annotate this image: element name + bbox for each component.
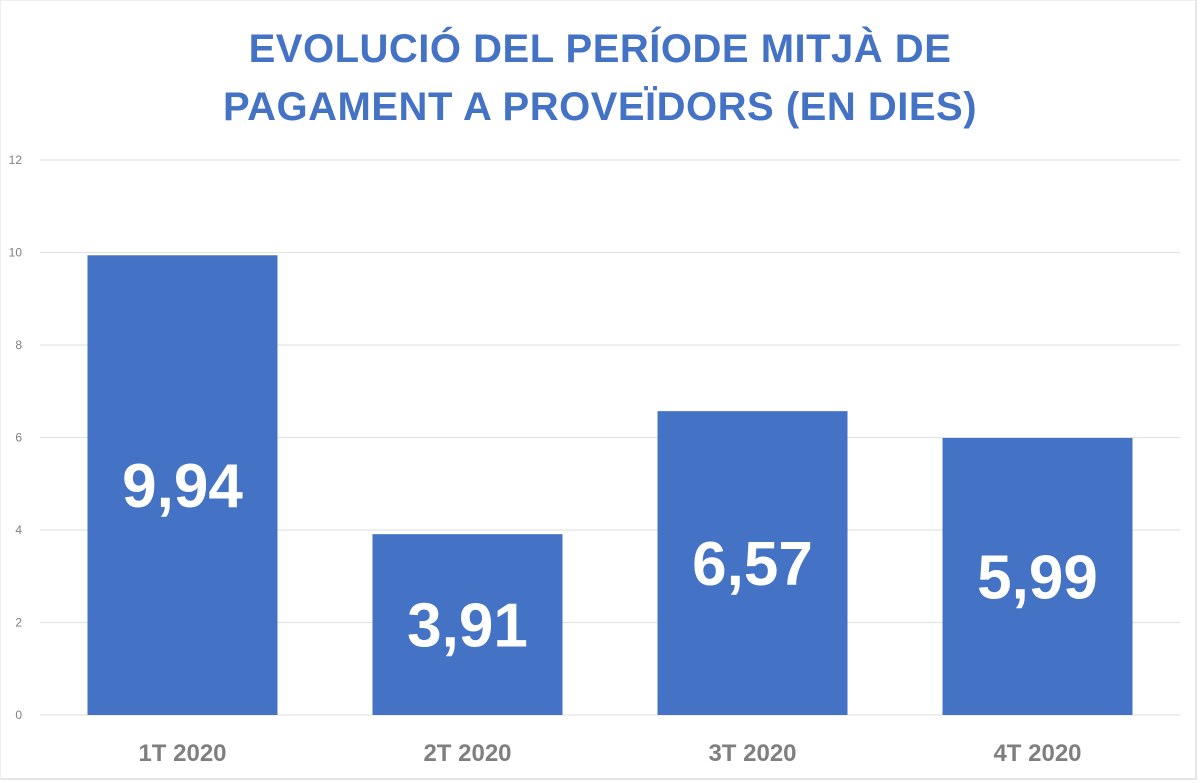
data-label: 6,57 xyxy=(692,530,813,599)
data-label: 3,91 xyxy=(407,592,528,661)
data-label: 9,94 xyxy=(122,452,243,521)
y-tick-label: 4 xyxy=(15,523,22,537)
x-tick-label: 2T 2020 xyxy=(423,740,511,767)
x-axis-ticks: 1T 2020 2T 2020 3T 2020 4T 2020 xyxy=(138,740,1081,767)
bars xyxy=(88,255,1133,715)
y-tick-label: 2 xyxy=(15,616,22,630)
y-tick-label: 6 xyxy=(15,431,22,445)
x-tick-label: 4T 2020 xyxy=(993,740,1081,767)
y-tick-label: 10 xyxy=(9,246,23,260)
y-axis-ticks: 0 2 4 6 8 10 12 xyxy=(9,153,23,722)
y-tick-label: 8 xyxy=(15,338,22,352)
x-tick-label: 3T 2020 xyxy=(708,740,796,767)
y-tick-label: 0 xyxy=(15,708,22,722)
y-tick-label: 12 xyxy=(9,153,23,167)
data-label: 5,99 xyxy=(977,543,1098,612)
x-tick-label: 1T 2020 xyxy=(138,740,226,767)
